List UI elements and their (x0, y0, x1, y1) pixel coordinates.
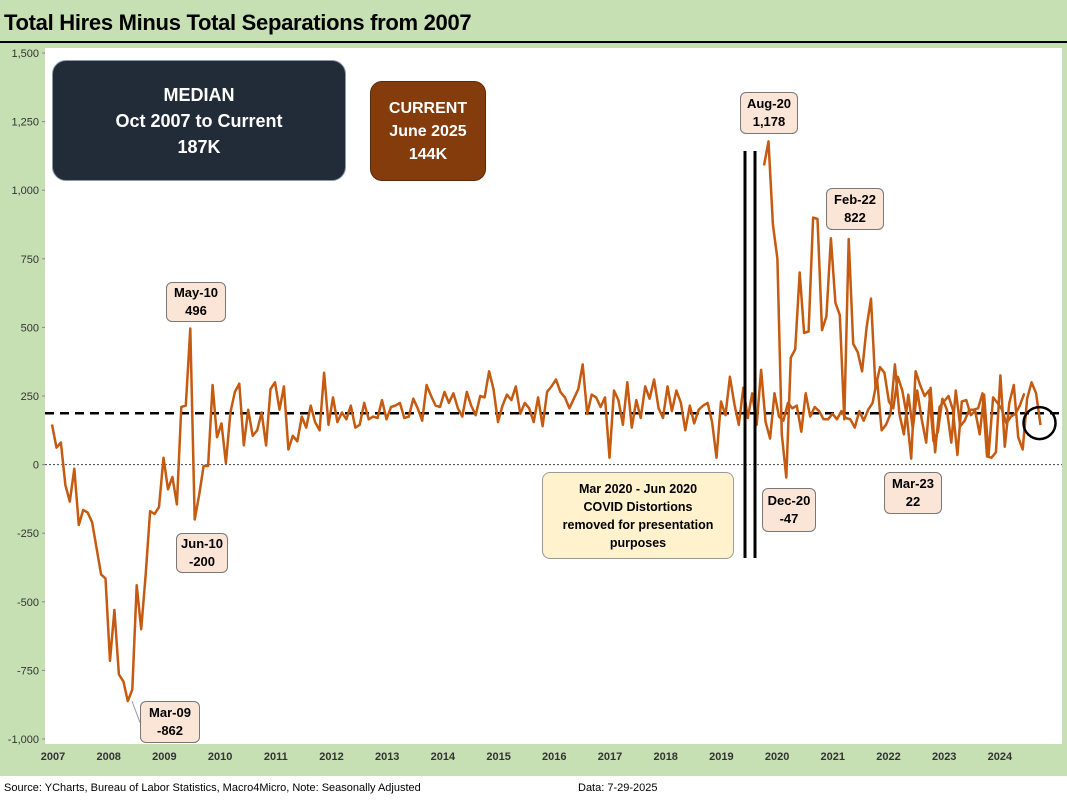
callout-label: Mar-23 (892, 476, 934, 491)
callout-label: Feb-22 (834, 192, 876, 207)
x-tick-label: 2014 (431, 751, 456, 763)
callout-mar23: Mar-23 22 (884, 472, 942, 514)
current-value-circle (1022, 405, 1057, 441)
chart-svg: 1,500 1,250 1,000 750 500 250 0 -250 -500 -750 -1,… (8, 48, 1062, 763)
y-tick-label: -1,000 (8, 734, 39, 746)
callout-aug20: Aug-20 1,178 (740, 92, 798, 134)
callout-mar09: Mar-09 -862 (140, 701, 200, 743)
median-title: MEDIAN (163, 84, 235, 105)
covid-note-line: COVID Distortions (583, 499, 693, 514)
y-tick-label: -750 (17, 665, 39, 677)
x-tick-label: 2010 (208, 751, 232, 763)
current-box: CURRENT June 2025 144K (370, 81, 486, 181)
x-tick-label: 2024 (988, 751, 1013, 763)
callout-label: Dec-20 (767, 493, 811, 508)
callout-value: -200 (188, 554, 216, 569)
y-tick-label: 1,000 (11, 185, 39, 197)
covid-note-line: purposes (609, 535, 667, 550)
y-tick-label: 750 (21, 254, 39, 266)
y-tick-label: 1,500 (11, 48, 39, 60)
title-divider (0, 41, 1067, 43)
x-tick-label: 2008 (96, 751, 120, 763)
data-date: Data: 7-29-2025 (578, 782, 658, 794)
callout-label: May-10 (173, 285, 219, 300)
callout-leader (131, 700, 141, 723)
x-tick-label: 2011 (264, 751, 288, 763)
median-value: 187K (177, 136, 221, 157)
callout-label: Jun-10 (181, 536, 223, 551)
callout-label: Mar-09 (149, 705, 191, 720)
callout-label: Aug-20 (746, 96, 792, 111)
callout-value: 22 (905, 494, 921, 509)
y-tick-label: 1,250 (11, 117, 39, 129)
median-period: Oct 2007 to Current (115, 110, 283, 131)
x-tick-label: 2012 (319, 751, 343, 763)
current-title: CURRENT (388, 99, 468, 117)
x-tick-label: 2021 (821, 751, 845, 763)
x-tick-label: 2013 (375, 751, 399, 763)
callout-dec20: Dec-20 -47 (762, 488, 816, 532)
y-tick-label: 500 (21, 322, 39, 334)
x-tick-label: 2018 (653, 751, 677, 763)
covid-note-line: removed for presentation (562, 517, 714, 532)
callout-may10: May-10 496 (166, 282, 226, 322)
x-tick-label: 2009 (152, 751, 176, 763)
current-value: 144K (408, 145, 448, 163)
callout-feb22: Feb-22 822 (826, 188, 884, 230)
x-tick-label: 2016 (542, 751, 566, 763)
x-tick-label: 2020 (765, 751, 789, 763)
x-tick-label: 2007 (41, 751, 65, 763)
callout-value: -47 (779, 511, 799, 526)
x-tick-label: 2015 (486, 751, 510, 763)
callout-value: -862 (156, 723, 184, 738)
current-period: June 2025 (389, 122, 467, 140)
callout-jun10: Jun-10 -200 (176, 533, 228, 573)
median-box: MEDIAN Oct 2007 to Current 187K (52, 60, 346, 181)
source-note: Source: YCharts, Bureau of Labor Statist… (4, 782, 421, 794)
x-tick-label: 2023 (932, 751, 956, 763)
covid-note-line: Mar 2020 - Jun 2020 (578, 481, 698, 496)
callout-value: 496 (185, 303, 207, 318)
x-tick-label: 2017 (598, 751, 622, 763)
callout-value: 822 (844, 210, 866, 225)
y-tick-label: 250 (21, 391, 39, 403)
callout-value: 1,178 (752, 114, 786, 129)
x-tick-label: 2019 (709, 751, 733, 763)
x-tick-label: 2022 (876, 751, 900, 763)
chart-title: Total Hires Minus Total Separations from… (4, 10, 472, 35)
y-tick-label: 0 (33, 460, 39, 472)
y-tick-label: -500 (17, 597, 39, 609)
series-line-2007-2020 (50, 327, 1026, 703)
covid-note: Mar 2020 - Jun 2020 COVID Distortions re… (542, 472, 734, 559)
series-line-2020-2025 (762, 140, 1042, 479)
y-tick-label: -250 (17, 528, 39, 540)
